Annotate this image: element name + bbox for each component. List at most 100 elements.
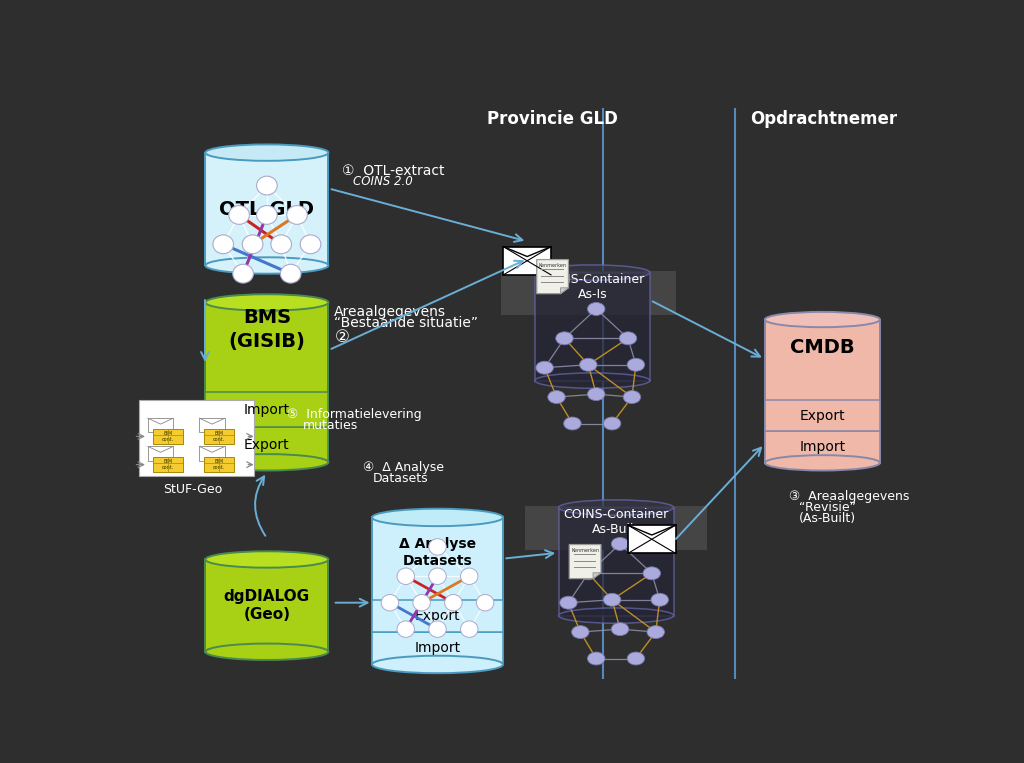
FancyBboxPatch shape [524, 506, 708, 550]
Text: Kenmerken: Kenmerken [539, 263, 566, 269]
Polygon shape [206, 392, 329, 427]
Ellipse shape [413, 594, 430, 611]
Circle shape [627, 359, 645, 372]
Ellipse shape [206, 144, 329, 161]
Text: BIM
cont.: BIM cont. [213, 431, 225, 442]
Circle shape [560, 596, 578, 609]
Polygon shape [569, 545, 601, 578]
Text: Opdrachtnemer: Opdrachtnemer [751, 111, 898, 128]
Text: “Revisie”: “Revisie” [799, 501, 856, 514]
Polygon shape [372, 517, 503, 665]
Circle shape [580, 567, 597, 580]
Polygon shape [372, 600, 503, 632]
Circle shape [620, 332, 637, 345]
Circle shape [643, 567, 660, 580]
Circle shape [588, 388, 605, 401]
Ellipse shape [232, 264, 253, 283]
Text: Provincie GLD: Provincie GLD [487, 111, 618, 128]
Ellipse shape [206, 257, 329, 274]
FancyBboxPatch shape [200, 446, 225, 461]
Text: Kenmerken: Kenmerken [571, 548, 599, 553]
Text: OTL-GLD: OTL-GLD [219, 200, 314, 218]
FancyBboxPatch shape [200, 418, 225, 433]
Text: Datasets: Datasets [373, 472, 428, 485]
Circle shape [556, 332, 573, 345]
Text: CMDB: CMDB [791, 339, 855, 357]
Text: Import: Import [800, 440, 846, 454]
Ellipse shape [206, 295, 329, 311]
Text: ②: ② [334, 327, 349, 346]
Text: Δ Analyse
Datasets: Δ Analyse Datasets [399, 537, 476, 568]
FancyBboxPatch shape [147, 418, 173, 433]
Text: StUF-Geo: StUF-Geo [164, 484, 222, 497]
Text: dgDIALOG
(Geo): dgDIALOG (Geo) [224, 589, 310, 623]
Text: Import: Import [244, 403, 290, 417]
Polygon shape [206, 559, 329, 652]
Ellipse shape [206, 454, 329, 471]
Text: Import: Import [415, 641, 461, 655]
Polygon shape [560, 288, 568, 294]
Text: BIM
cont.: BIM cont. [213, 459, 225, 470]
Ellipse shape [535, 373, 650, 388]
Polygon shape [593, 573, 601, 578]
Ellipse shape [397, 621, 415, 637]
Circle shape [603, 417, 621, 430]
Circle shape [611, 537, 629, 550]
Circle shape [548, 391, 565, 404]
Circle shape [627, 652, 645, 665]
Text: Export: Export [244, 438, 290, 452]
Ellipse shape [558, 500, 674, 515]
Text: Export: Export [800, 408, 845, 423]
FancyBboxPatch shape [204, 457, 234, 472]
Ellipse shape [281, 264, 301, 283]
Text: COINS 2.0: COINS 2.0 [352, 175, 413, 188]
Ellipse shape [372, 509, 503, 526]
Polygon shape [206, 302, 329, 462]
Ellipse shape [765, 312, 880, 327]
Text: ⑤  Informatielevering: ⑤ Informatielevering [287, 408, 421, 421]
Circle shape [571, 626, 589, 639]
FancyBboxPatch shape [501, 271, 676, 315]
Text: mutaties: mutaties [303, 419, 357, 432]
Text: BMS
(GISIB): BMS (GISIB) [228, 308, 305, 351]
Ellipse shape [429, 568, 446, 584]
Text: ③  Areaalgegevens: ③ Areaalgegevens [790, 491, 909, 504]
Text: ④  Δ Analyse: ④ Δ Analyse [362, 461, 444, 474]
Polygon shape [765, 431, 880, 463]
FancyBboxPatch shape [147, 446, 173, 461]
Ellipse shape [429, 621, 446, 637]
Circle shape [563, 417, 582, 430]
Polygon shape [372, 632, 503, 665]
Polygon shape [206, 153, 329, 266]
Polygon shape [558, 507, 674, 616]
FancyBboxPatch shape [153, 429, 182, 444]
Ellipse shape [765, 456, 880, 471]
Circle shape [588, 652, 605, 665]
Ellipse shape [213, 235, 233, 254]
Ellipse shape [257, 205, 278, 224]
Polygon shape [206, 427, 329, 462]
Circle shape [580, 359, 597, 372]
Circle shape [651, 594, 669, 607]
Ellipse shape [206, 552, 329, 568]
Text: COINS-Container
As-Built: COINS-Container As-Built [563, 507, 669, 536]
Circle shape [588, 302, 605, 315]
Ellipse shape [372, 655, 503, 673]
Ellipse shape [287, 205, 307, 224]
Text: COINS-Container
As-Is: COINS-Container As-Is [540, 272, 645, 301]
Ellipse shape [461, 568, 478, 584]
Text: BIM
cont.: BIM cont. [162, 431, 174, 442]
FancyBboxPatch shape [139, 400, 254, 476]
Text: BIM
cont.: BIM cont. [162, 459, 174, 470]
FancyBboxPatch shape [153, 457, 182, 472]
Ellipse shape [228, 205, 250, 224]
Ellipse shape [270, 235, 292, 254]
Ellipse shape [300, 235, 321, 254]
Ellipse shape [243, 235, 263, 254]
Text: ①  OTL-extract: ① OTL-extract [342, 164, 444, 178]
Ellipse shape [558, 608, 674, 623]
Text: Areaalgegevens: Areaalgegevens [334, 305, 446, 319]
Polygon shape [765, 320, 880, 463]
Ellipse shape [206, 643, 329, 660]
Ellipse shape [535, 265, 650, 280]
